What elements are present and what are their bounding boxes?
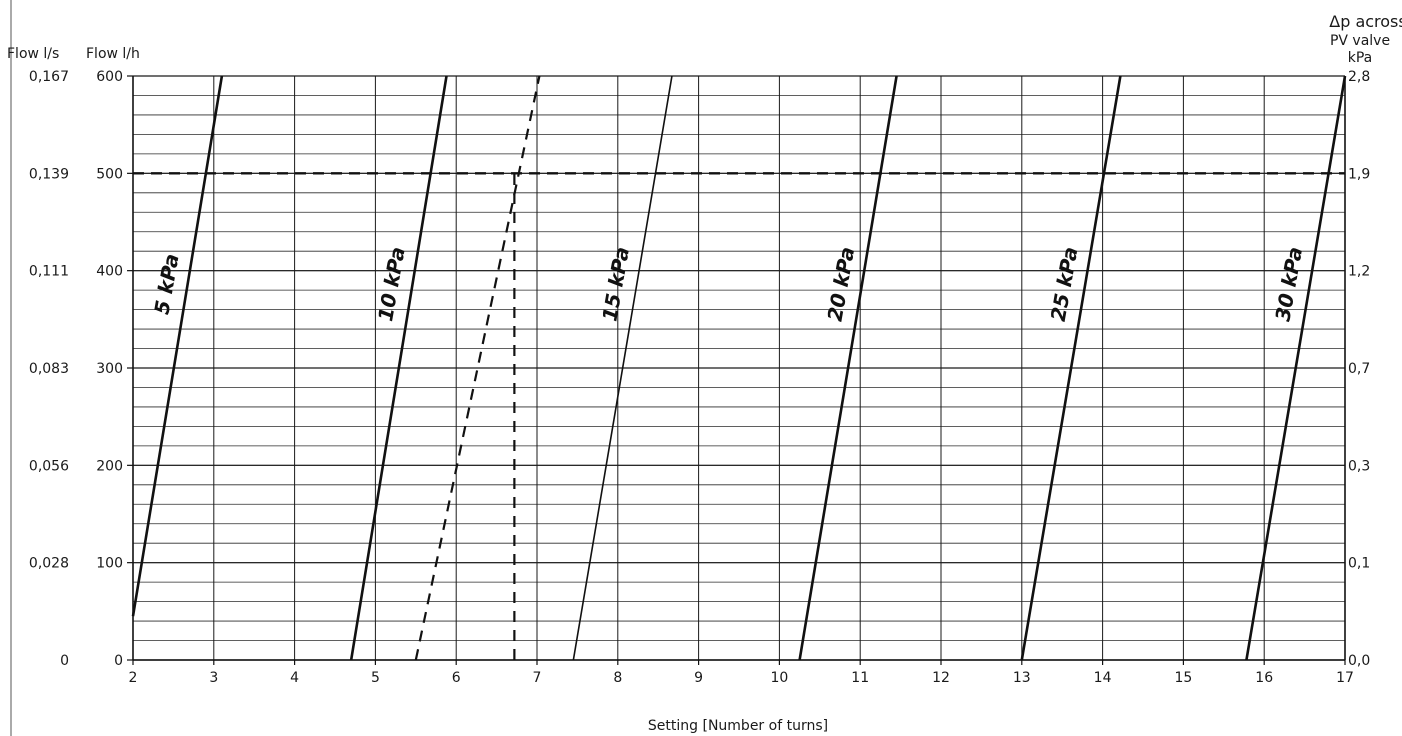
x-tick-label: 7 [533, 670, 542, 686]
y-tick-label-flow-lh: 100 [96, 556, 123, 572]
header-flow-lh: Flow l/h [86, 46, 140, 62]
x-tick-label: 14 [1094, 670, 1112, 686]
series-label: 5 kPa [149, 252, 183, 316]
x-tick-label: 2 [129, 670, 138, 686]
x-tick-label: 17 [1336, 670, 1354, 686]
y-tick-label-dp: 0,0 [1348, 653, 1370, 669]
series-line [1245, 75, 1347, 661]
y-tick-label-flow-lh: 300 [96, 361, 123, 377]
x-tick-label: 13 [1013, 670, 1031, 686]
series-label: 20 kPa [823, 245, 860, 323]
header-flow-ls: Flow l/s [7, 46, 59, 62]
series-labels: 5 kPa 10 kPa 15 kPa 20 kPa 25 kPa 30 kPa [149, 245, 1307, 323]
axes [10, 0, 1346, 736]
y-tick-label-flow-ls: 0 [60, 653, 69, 669]
x-tick-label: 6 [452, 670, 461, 686]
series-line [798, 75, 898, 661]
x-tick-label: 12 [932, 670, 950, 686]
x-axis-label: Setting [Number of turns] [648, 718, 828, 734]
y-tick-label-flow-ls: 0,028 [29, 556, 69, 572]
x-tick-label: 15 [1174, 670, 1192, 686]
tick-labels: 010020030040050060000,0280,0560,0830,111… [29, 69, 1370, 686]
y-tick-label-flow-lh: 600 [96, 69, 123, 85]
y-tick-label-flow-lh: 200 [96, 458, 123, 474]
y-tick-label-dp: 1,2 [1348, 264, 1370, 280]
y-tick-label-flow-ls: 0,056 [29, 458, 69, 474]
header-dp-line2: PV valve [1330, 33, 1390, 49]
x-tick-label: 16 [1255, 670, 1273, 686]
series-label: 30 kPa [1270, 245, 1307, 323]
series-line [1020, 75, 1122, 661]
series-label: 10 kPa [373, 245, 410, 323]
x-tick-label: 3 [209, 670, 218, 686]
y-tick-label-flow-lh: 500 [96, 166, 123, 182]
series-line [131, 75, 224, 617]
y-tick-label-flow-ls: 0,167 [29, 69, 69, 85]
y-tick-label-dp: 0,3 [1348, 458, 1370, 474]
dashed-construction-line [414, 75, 541, 661]
header-dp-line1: Δp across [1329, 12, 1402, 31]
y-tick-label-flow-ls: 0,111 [29, 264, 69, 280]
y-tick-label-flow-lh: 400 [96, 264, 123, 280]
x-tick-label: 4 [290, 670, 299, 686]
x-tick-label: 5 [371, 670, 380, 686]
series-lines [131, 75, 1347, 661]
series-label: 25 kPa [1046, 245, 1083, 323]
y-tick-label-dp: 0,7 [1348, 361, 1370, 377]
y-tick-label-dp: 1,9 [1348, 166, 1370, 182]
x-tick-label: 9 [694, 670, 703, 686]
y-tick-label-dp: 0,1 [1348, 556, 1370, 572]
y-tick-label-flow-ls: 0,139 [29, 166, 69, 182]
series-line [572, 75, 673, 661]
series-line [349, 75, 448, 661]
x-tick-label: 10 [770, 670, 788, 686]
y-tick-label-flow-ls: 0,083 [29, 361, 69, 377]
y-tick-label-flow-lh: 0 [114, 653, 123, 669]
reference-lines [133, 75, 1345, 661]
major-gridlines [132, 75, 1346, 661]
x-tick-label: 11 [851, 670, 869, 686]
y-tick-label-dp: 2,8 [1348, 69, 1370, 85]
series-label: 15 kPa [597, 245, 634, 323]
x-tick-label: 8 [613, 670, 622, 686]
header-dp-line3: kPa [1348, 50, 1373, 66]
